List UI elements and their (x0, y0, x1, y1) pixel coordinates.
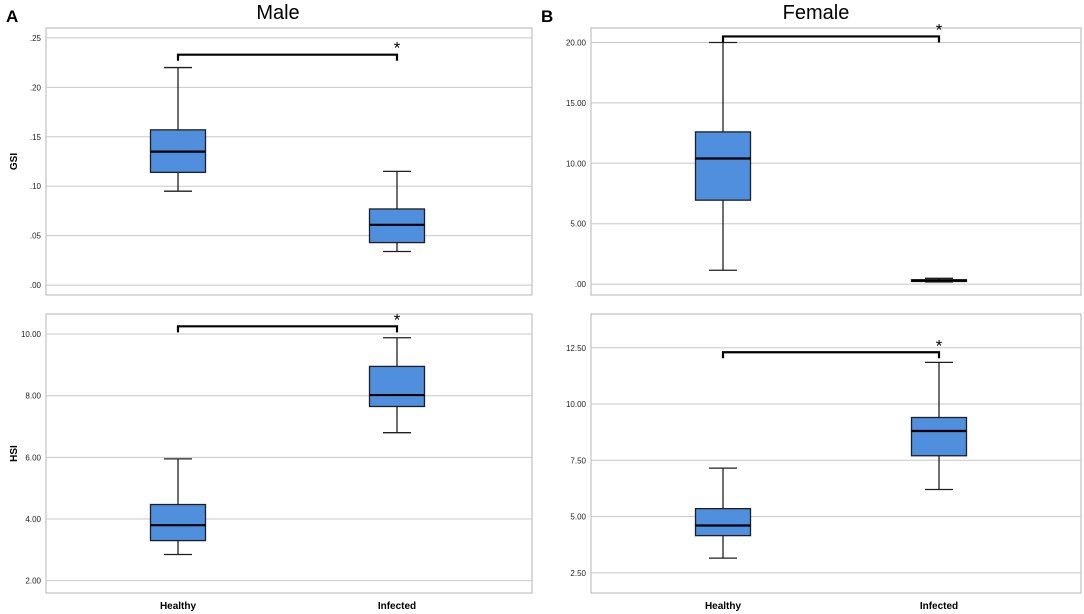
box-healthy (694, 467, 752, 559)
y-tick-label: 5.00 (570, 513, 586, 522)
y-axis-label: HSI (9, 445, 20, 462)
plot-frame (590, 313, 1082, 594)
y-tick-label: .05 (30, 232, 42, 241)
y-tick-label: 6.00 (25, 453, 41, 462)
y-tick-label: 12.50 (566, 344, 587, 353)
plot-panel-2: .00 5.00 10.00 15.00 20.00 * (566, 20, 1082, 296)
significance-bracket (176, 53, 399, 61)
box-healthy (694, 41, 752, 271)
plot-frame (45, 27, 533, 296)
y-tick-label: 2.50 (570, 569, 586, 578)
y-tick-label: .00 (30, 281, 42, 290)
iqr-box (694, 507, 752, 537)
x-category-label: Infected (378, 601, 416, 612)
y-tick-label: 10.00 (566, 159, 587, 168)
significance-bracket (721, 351, 941, 359)
y-tick-label: .20 (30, 83, 42, 92)
y-tick-label: 4.00 (25, 515, 41, 524)
y-tick-label: 5.00 (570, 220, 586, 229)
plot-frame (590, 27, 1082, 296)
iqr-box (910, 416, 968, 457)
y-tick-label: 8.00 (25, 392, 41, 401)
iqr-box (368, 365, 426, 408)
plot-frame (45, 313, 533, 594)
y-tick-label: .25 (30, 34, 42, 43)
panel-label-b: B (541, 7, 553, 26)
y-axis-label: GSI (9, 153, 20, 170)
iqr-box (694, 131, 752, 201)
y-tick-label: 15.00 (566, 99, 587, 108)
y-tick-label: 20.00 (566, 38, 587, 47)
column-title-male: Male (256, 2, 299, 24)
y-tick-label: 10.00 (566, 400, 587, 409)
plot-panel-3: 2.00 4.00 6.00 8.00 10.00 HSI * Healthy Infected (9, 310, 533, 612)
y-tick-label: .15 (30, 133, 42, 142)
x-category-label: Healthy (160, 601, 197, 612)
significance-star: * (394, 310, 401, 329)
significance-bracket (176, 325, 399, 333)
box-infected (910, 361, 968, 491)
y-tick-label: 7.50 (570, 456, 586, 465)
box-infected (368, 337, 426, 434)
plot-panel-4: 2.50 5.00 7.50 10.00 12.50 * Healthy Infected (566, 313, 1082, 612)
box-infected (910, 277, 968, 283)
y-tick-label: .10 (30, 182, 42, 191)
significance-star: * (936, 20, 943, 39)
column-title-female: Female (783, 2, 850, 24)
significance-star: * (936, 336, 943, 355)
iqr-box (149, 503, 207, 542)
box-healthy (149, 66, 207, 192)
significance-bracket (721, 35, 941, 43)
box-infected (368, 170, 426, 253)
y-tick-label: 10.00 (21, 330, 42, 339)
plot-panel-1: .00 .05 .10 .15 .20 .25 GSI * (9, 27, 533, 296)
panel-label-a: A (6, 7, 18, 26)
x-category-label: Infected (920, 601, 958, 612)
box-healthy (149, 458, 207, 556)
y-tick-label: .00 (575, 280, 587, 289)
x-category-label: Healthy (705, 601, 742, 612)
y-tick-label: 2.00 (25, 577, 41, 586)
significance-star: * (394, 39, 401, 58)
